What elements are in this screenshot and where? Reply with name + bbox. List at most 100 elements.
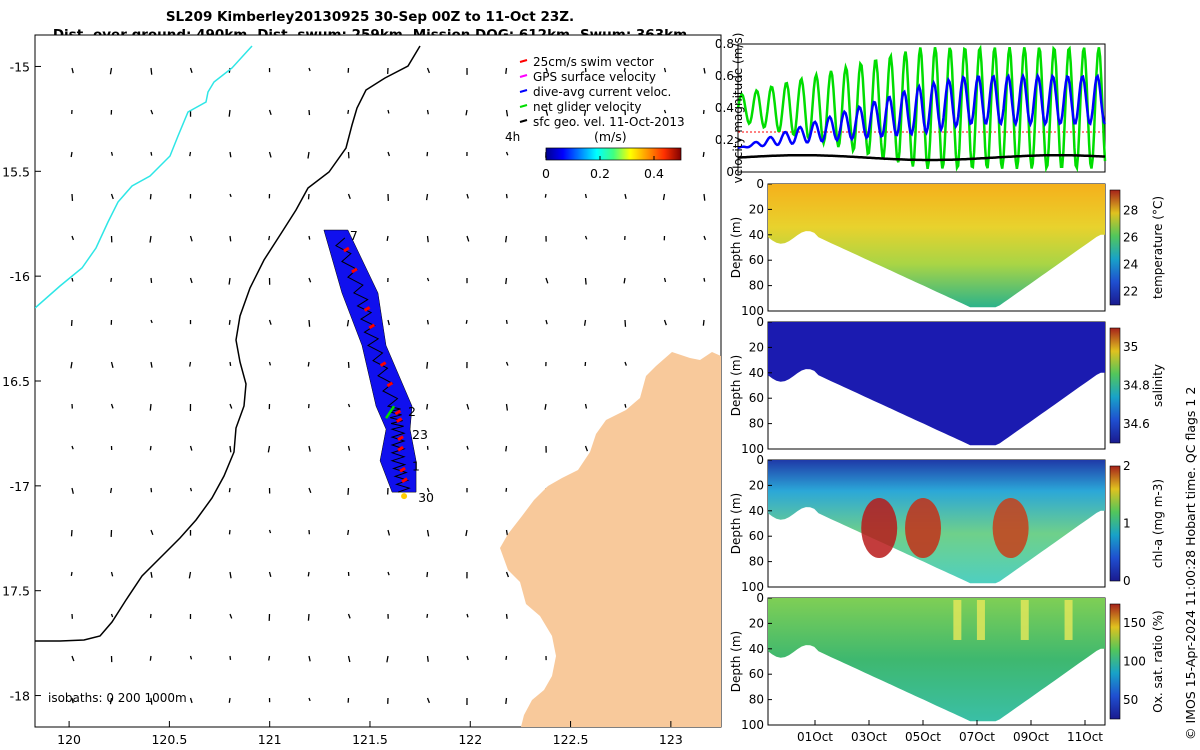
sfc-velocity-arrow [150,571,153,578]
sfc-velocity-arrow [505,445,508,452]
sfc-velocity-arrow [387,529,391,536]
speed-colorbar: 4h (m/s) 0 0.2 0.4 [505,129,682,181]
sfc-velocity-arrow [426,487,430,493]
sfc-velocity-arrow [624,361,627,366]
chl-max-patch [992,498,1029,558]
depth-tick-label: 0 [756,315,764,329]
colorbar-tick-label: 22 [1123,284,1138,298]
sfc-velocity-arrow [505,277,508,285]
sfc-velocity-arrow [150,529,154,536]
sfc-velocity-arrow [504,235,508,243]
colorbar-tick-label: 2 [1123,459,1131,473]
sfc-velocity-arrow [307,613,310,621]
sfc-velocity-arrow [149,403,152,411]
swim-vector [343,246,350,253]
depth-axis-label: Depth (m) [729,493,743,554]
colorbar-tick-label: 26 [1123,230,1138,244]
sfc-velocity-arrow [188,571,192,579]
depth-tick-label: 80 [749,693,764,707]
velocity-y-tick-label: 0.2 [715,133,734,147]
sfc-velocity-arrow [545,277,549,284]
sfc-velocity-arrow [228,529,231,535]
depth-tick-label: 100 [741,442,764,456]
sfc-velocity-arrow [663,319,667,326]
sfc-velocity-arrow [663,67,667,73]
sfc-velocity-arrow [71,67,74,74]
sfc-velocity-arrow [505,571,510,578]
sfc-velocity-arrow [387,109,390,114]
sfc-velocity-arrow [70,571,73,577]
swim-vector [399,466,406,473]
time-tick-label: 01Oct [797,730,833,744]
sfc-velocity-arrow [426,403,429,410]
track-day-label: 7 [350,228,358,243]
sfc-velocity-arrow [109,697,113,705]
depth-tick-label: 60 [749,391,764,405]
depth-tick-label: 60 [749,667,764,681]
velocity-series-black [737,153,1106,162]
colorbar-tick-label: 0 [542,166,550,181]
sfc-velocity-arrow [425,193,429,201]
depth-tick-label: 0 [756,453,764,467]
sfc-velocity-arrow [228,319,231,325]
sfc-velocity-arrow [189,445,193,451]
map-y-tick-label: -15 [10,59,30,74]
sfc-velocity-arrow [308,277,312,283]
swim-vector [401,477,408,483]
sfc-velocity-arrow [703,67,706,74]
depth-tick-label: 80 [749,555,764,569]
map-x-tick-label: 120 [57,732,81,747]
time-tick-label: 03Oct [851,730,887,744]
legend-swatch [519,119,528,123]
sfc-velocity-arrow [505,109,509,117]
depth-tick-label: 40 [749,366,764,380]
sfc-velocity-arrow [426,697,430,704]
sfc-velocity-arrow [71,697,74,704]
sfc-velocity-arrow [308,319,311,327]
sfc-velocity-arrow [426,655,429,662]
velocity-y-tick-label: 0.8 [715,37,734,51]
sfc-velocity-arrow [308,445,311,452]
sfc-velocity-arrow [228,277,231,285]
depth-tick-label: 100 [741,304,764,318]
credit-text: © IMOS 15-Apr-2024 11:00:28 Hobart time.… [1183,386,1198,740]
swim-vector [351,267,358,274]
oxygen-high-band [976,600,985,640]
colorbar-tick-label: 1 [1123,517,1131,531]
sfc-velocity-arrow [149,655,152,661]
sfc-velocity-arrow [229,613,233,619]
sfc-velocity-arrow [505,697,508,705]
sfc-velocity-arrow [545,319,548,325]
sfc-velocity-arrow [149,445,152,451]
velocity-y-label: velocity magnitude (m/s) [731,33,745,184]
time-tick-label: 07Oct [959,730,995,744]
oxygen-high-band [953,600,962,640]
map-x-tick-label: 120.5 [151,732,187,747]
coastline-isobath [35,45,421,642]
sfc-velocity-arrow [583,319,587,326]
sfc-velocity-arrow [189,277,193,284]
sfc-velocity-arrow [466,445,469,450]
sfc-velocity-arrow [150,487,153,493]
sfc-velocity-arrow [229,193,232,198]
sfc-velocity-arrow [426,613,429,618]
sfc-velocity-arrow [150,277,153,284]
colorbar-tick-label: 24 [1123,257,1138,271]
sfc-velocity-arrow [307,151,310,159]
map-y-tick-label: 17.5 [2,584,30,599]
sfc-velocity-arrow [308,67,311,72]
sfc-velocity-arrow [71,235,75,241]
section-colorbar [1109,603,1121,720]
sfc-velocity-arrow [150,151,153,156]
section-panel: 0 20 40 60 80 100 Depth (m) 0 1 2 chl-a (mg m-3) [729,453,1165,594]
sfc-velocity-arrow [465,319,468,324]
net-velocity-vector [385,405,396,419]
sfc-velocity-arrow [268,571,272,577]
sfc-velocity-arrow [505,193,508,199]
sfc-velocity-arrow [505,151,509,156]
section-colorbar-label: chl-a (mg m-3) [1151,479,1165,568]
section-colorbar [1109,189,1121,306]
depth-tick-label: 20 [749,340,764,354]
